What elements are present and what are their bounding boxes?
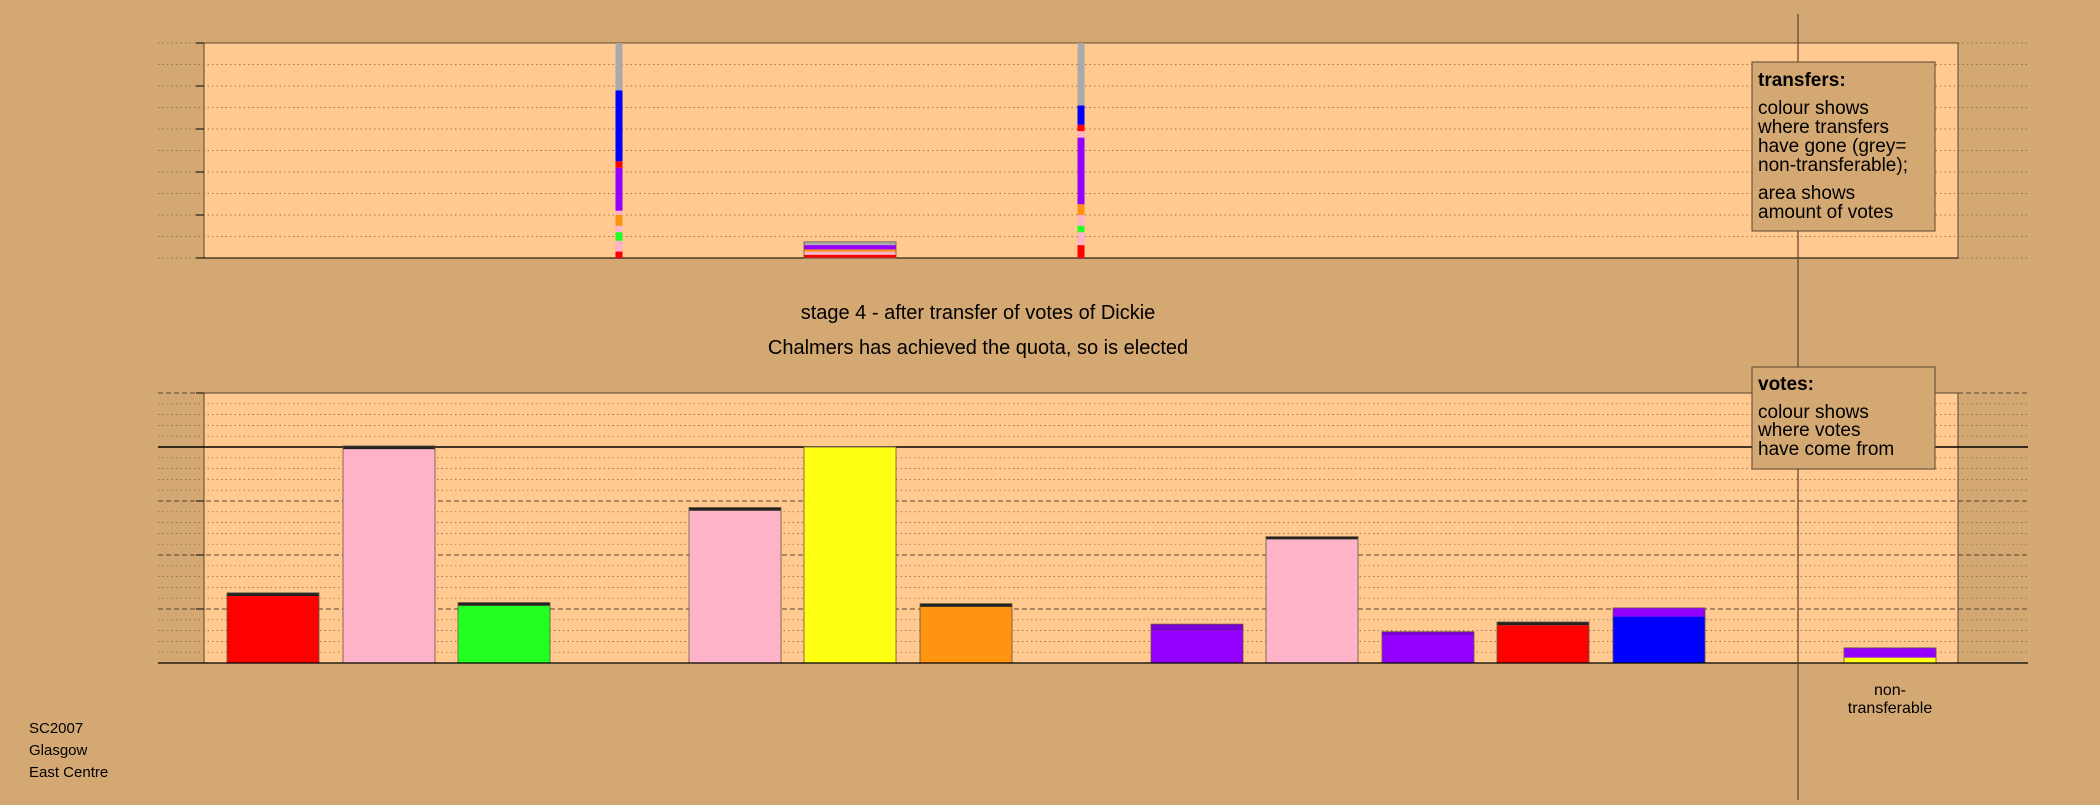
source-line: SC2007 [29,720,83,737]
transfer-segment [615,199,623,211]
transfer-segment [1077,225,1085,233]
source-line: Glasgow [29,742,88,759]
vote-bar-cooper [457,602,551,664]
transfer-segment [1077,131,1085,138]
vote-bar-body [227,596,319,663]
transfer-segment [1077,215,1085,226]
vote-bar-transfer-cap [689,507,781,511]
vote-bar-transfer-cap [458,602,550,606]
vote-bar-wilson [1612,607,1706,664]
transfer-segment [615,43,623,91]
vote-bar-transfer-cap [1382,631,1474,636]
vote-bar-transfer-cap [227,592,319,597]
nontransferable-segment [1844,647,1936,658]
vote-bar-body [920,606,1012,663]
vote-bar-docherty [688,507,782,664]
transfer-segment [615,161,623,168]
vote-bar-body [1382,635,1474,663]
vote-bar-body [343,449,435,663]
vote-bar-chalmers [342,445,436,664]
transfers-legend-line: amount of votes [1758,202,1893,223]
vote-bar-transfer-cap [1497,621,1589,626]
transfer-segment [615,167,623,200]
votes-legend-title: votes: [1758,374,1814,395]
vote-bar-odonnell [1496,621,1590,664]
votes-chart: non-transferable [158,392,2028,717]
transfer-segment [804,249,896,252]
vote-bar-transfer-cap [1266,536,1358,540]
stage-title: stage 4 - after transfer of votes of Dic… [801,302,1156,324]
vote-bar-mclachlan [1381,631,1475,664]
transfer-segment [804,241,896,246]
votes-legend-line: where votes [1757,420,1860,441]
vote-bar-nontransferable: non-transferable [1843,647,1937,717]
transfers-legend-line: area shows [1758,183,1855,204]
vote-bar-transfer-cap [343,445,435,450]
vote-bar-dunn [803,446,897,664]
transfer-bar-outline [803,241,897,259]
votes-legend: votes: colour shows where votes have com… [1751,366,1936,470]
nontransferable-label-line: transferable [1848,700,1933,717]
transfer-segment [615,210,623,215]
transfers-legend-title: transfers: [1758,70,1846,91]
vote-bar-body [1266,539,1358,663]
source-line: East Centre [29,764,108,781]
vote-bar-transfer-cap [920,603,1012,607]
transfer-segment [615,90,623,162]
transfer-bar-dickie [615,43,623,258]
transfer-segment [615,240,623,252]
transfers-legend-line: non-transferable); [1758,155,1908,176]
vote-bar-body [689,510,781,663]
vote-bar-mcdougall [1265,536,1359,664]
transfer-segment [615,251,623,258]
vote-bar-body [1497,625,1589,663]
vote-bar-grieve [919,603,1013,664]
source-label: SC2007 Glasgow East Centre [29,720,108,781]
transfers-legend-line: colour shows [1758,98,1869,119]
vote-bar-transfer-cap [1613,607,1705,617]
votes-legend-line: colour shows [1758,402,1869,423]
vote-bar-body [458,605,550,663]
nontransferable-label: non-transferable [1848,682,1933,717]
transfer-segment [1077,245,1085,258]
vote-bar-body [1613,616,1705,663]
transfer-segment [1077,105,1085,125]
vote-bar-body [804,447,896,663]
vote-bar-adams [226,592,320,664]
stage-subtitle: Chalmers has achieved the quota, so is e… [768,337,1188,359]
votes-legend-line: have come from [1758,439,1894,460]
vote-bar-transfer-cap [1151,624,1243,631]
transfers-legend-line: have gone (grey= [1758,136,1906,157]
transfers-legend: transfers: colour shows where transfers … [1751,61,1936,232]
transfer-bar-johnston [1077,43,1085,258]
transfer-segment [615,225,623,233]
transfer-segment [1077,137,1085,205]
nontransferable-label-line: non- [1874,682,1906,699]
transfers-chart [158,42,2028,259]
transfer-segment [1077,204,1085,215]
transfer-segment [1077,232,1085,246]
transfer-segment [804,245,896,250]
transfer-segment [1077,43,1085,106]
transfer-segment [615,232,623,241]
vote-bar-kerr [1150,623,1244,664]
transfer-segment [804,251,896,255]
transfer-bar-dunn [803,241,897,259]
transfer-segment [804,254,896,258]
transfers-legend-line: where transfers [1757,117,1889,138]
transfer-segment [615,215,623,226]
vote-bar-body [1151,630,1243,663]
nontransferable-segment [1844,657,1936,663]
transfer-segment [1077,124,1085,132]
